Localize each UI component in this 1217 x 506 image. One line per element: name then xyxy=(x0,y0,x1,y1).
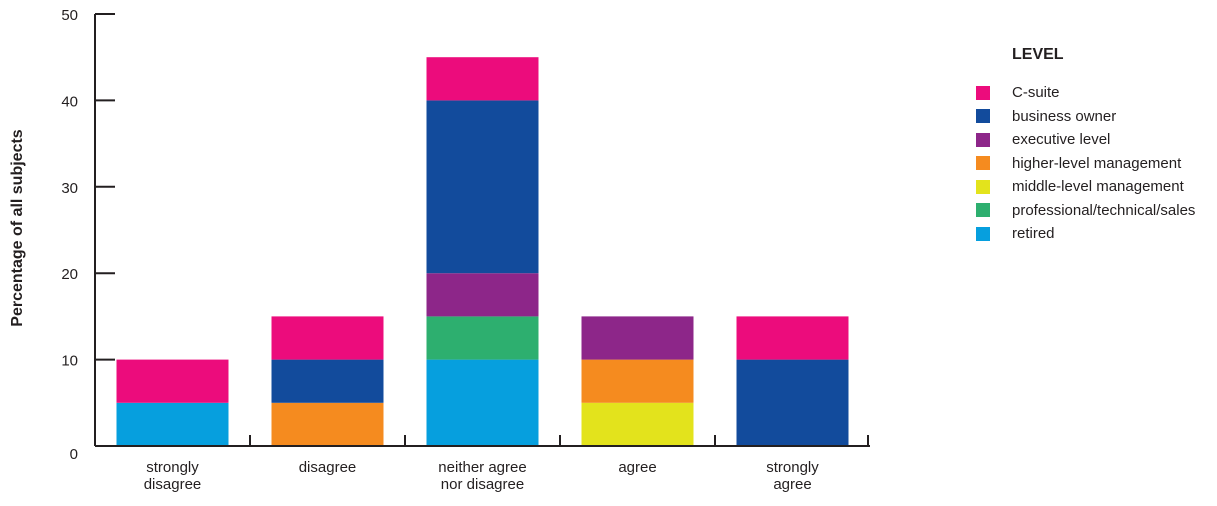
x-category-label: agree xyxy=(618,459,656,476)
legend-label: C-suite xyxy=(1012,84,1060,102)
axes-layer: 0 10 20 30 40 50 strongly disagree disagree neith… xyxy=(61,7,870,493)
stacked-bar-chart: 0 10 20 30 40 50 strongly disagree disagree neith… xyxy=(9,7,870,493)
bar-segment xyxy=(271,402,384,446)
bar-segment xyxy=(736,316,849,360)
legend-item: C-suite xyxy=(976,81,1195,105)
bars-layer xyxy=(116,57,849,446)
x-category-label: disagree xyxy=(299,459,357,476)
y-tick-label: 40 xyxy=(61,93,78,110)
x-category-label: strongly agree xyxy=(766,459,819,493)
legend-label: higher-level management xyxy=(1012,154,1182,172)
legend-swatch xyxy=(976,203,990,218)
legend-swatch xyxy=(976,85,990,100)
legend-item: higher-level management xyxy=(976,152,1195,176)
legend-swatch xyxy=(976,226,990,241)
bar-segment xyxy=(581,316,694,360)
y-tick-label: 50 xyxy=(61,7,78,24)
legend-title: LEVEL xyxy=(1012,46,1064,63)
bar-segment xyxy=(116,359,229,403)
bar-segment xyxy=(581,359,694,403)
legend-item: executive level xyxy=(976,128,1195,152)
x-category-label: neither agree nor disagree xyxy=(438,459,526,493)
bar-segment xyxy=(426,273,539,317)
legend-swatch xyxy=(976,179,990,194)
y-tick-label: 10 xyxy=(61,353,78,370)
bar-segment xyxy=(116,402,229,446)
legend-label: middle-level management xyxy=(1012,178,1184,196)
legend-label: retired xyxy=(1012,225,1055,243)
bar-segment xyxy=(271,316,384,360)
legend-item: retired xyxy=(976,222,1195,246)
legend-label: business owner xyxy=(1012,107,1117,125)
y-tick-label: 0 xyxy=(70,446,78,463)
legend-label: professional/technical/sales xyxy=(1012,201,1196,219)
x-category-label: strongly disagree xyxy=(144,459,202,493)
legend-item: professional/technical/sales xyxy=(976,199,1195,223)
bar-segment xyxy=(426,316,539,360)
legend-item: middle-level management xyxy=(976,175,1195,199)
bar-segment xyxy=(426,57,539,101)
legend-swatch xyxy=(976,109,990,124)
bar-segment xyxy=(271,359,384,403)
legend-swatch xyxy=(976,156,990,171)
y-axis-label: Percentage of all subjects xyxy=(9,129,26,327)
bar-segment xyxy=(426,100,539,274)
bar-segment xyxy=(736,359,849,446)
legend-items: C-suite business owner executive level high… xyxy=(976,81,1195,246)
bar-segment xyxy=(426,359,539,446)
legend-item: business owner xyxy=(976,105,1195,129)
legend-label: executive level xyxy=(1012,131,1111,149)
bar-segment xyxy=(581,402,694,446)
legend: LEVEL C-suite business owner executive lev… xyxy=(976,46,1195,246)
legend-swatch xyxy=(976,132,990,147)
y-tick-label: 30 xyxy=(61,180,78,197)
y-tick-label: 20 xyxy=(61,266,78,283)
